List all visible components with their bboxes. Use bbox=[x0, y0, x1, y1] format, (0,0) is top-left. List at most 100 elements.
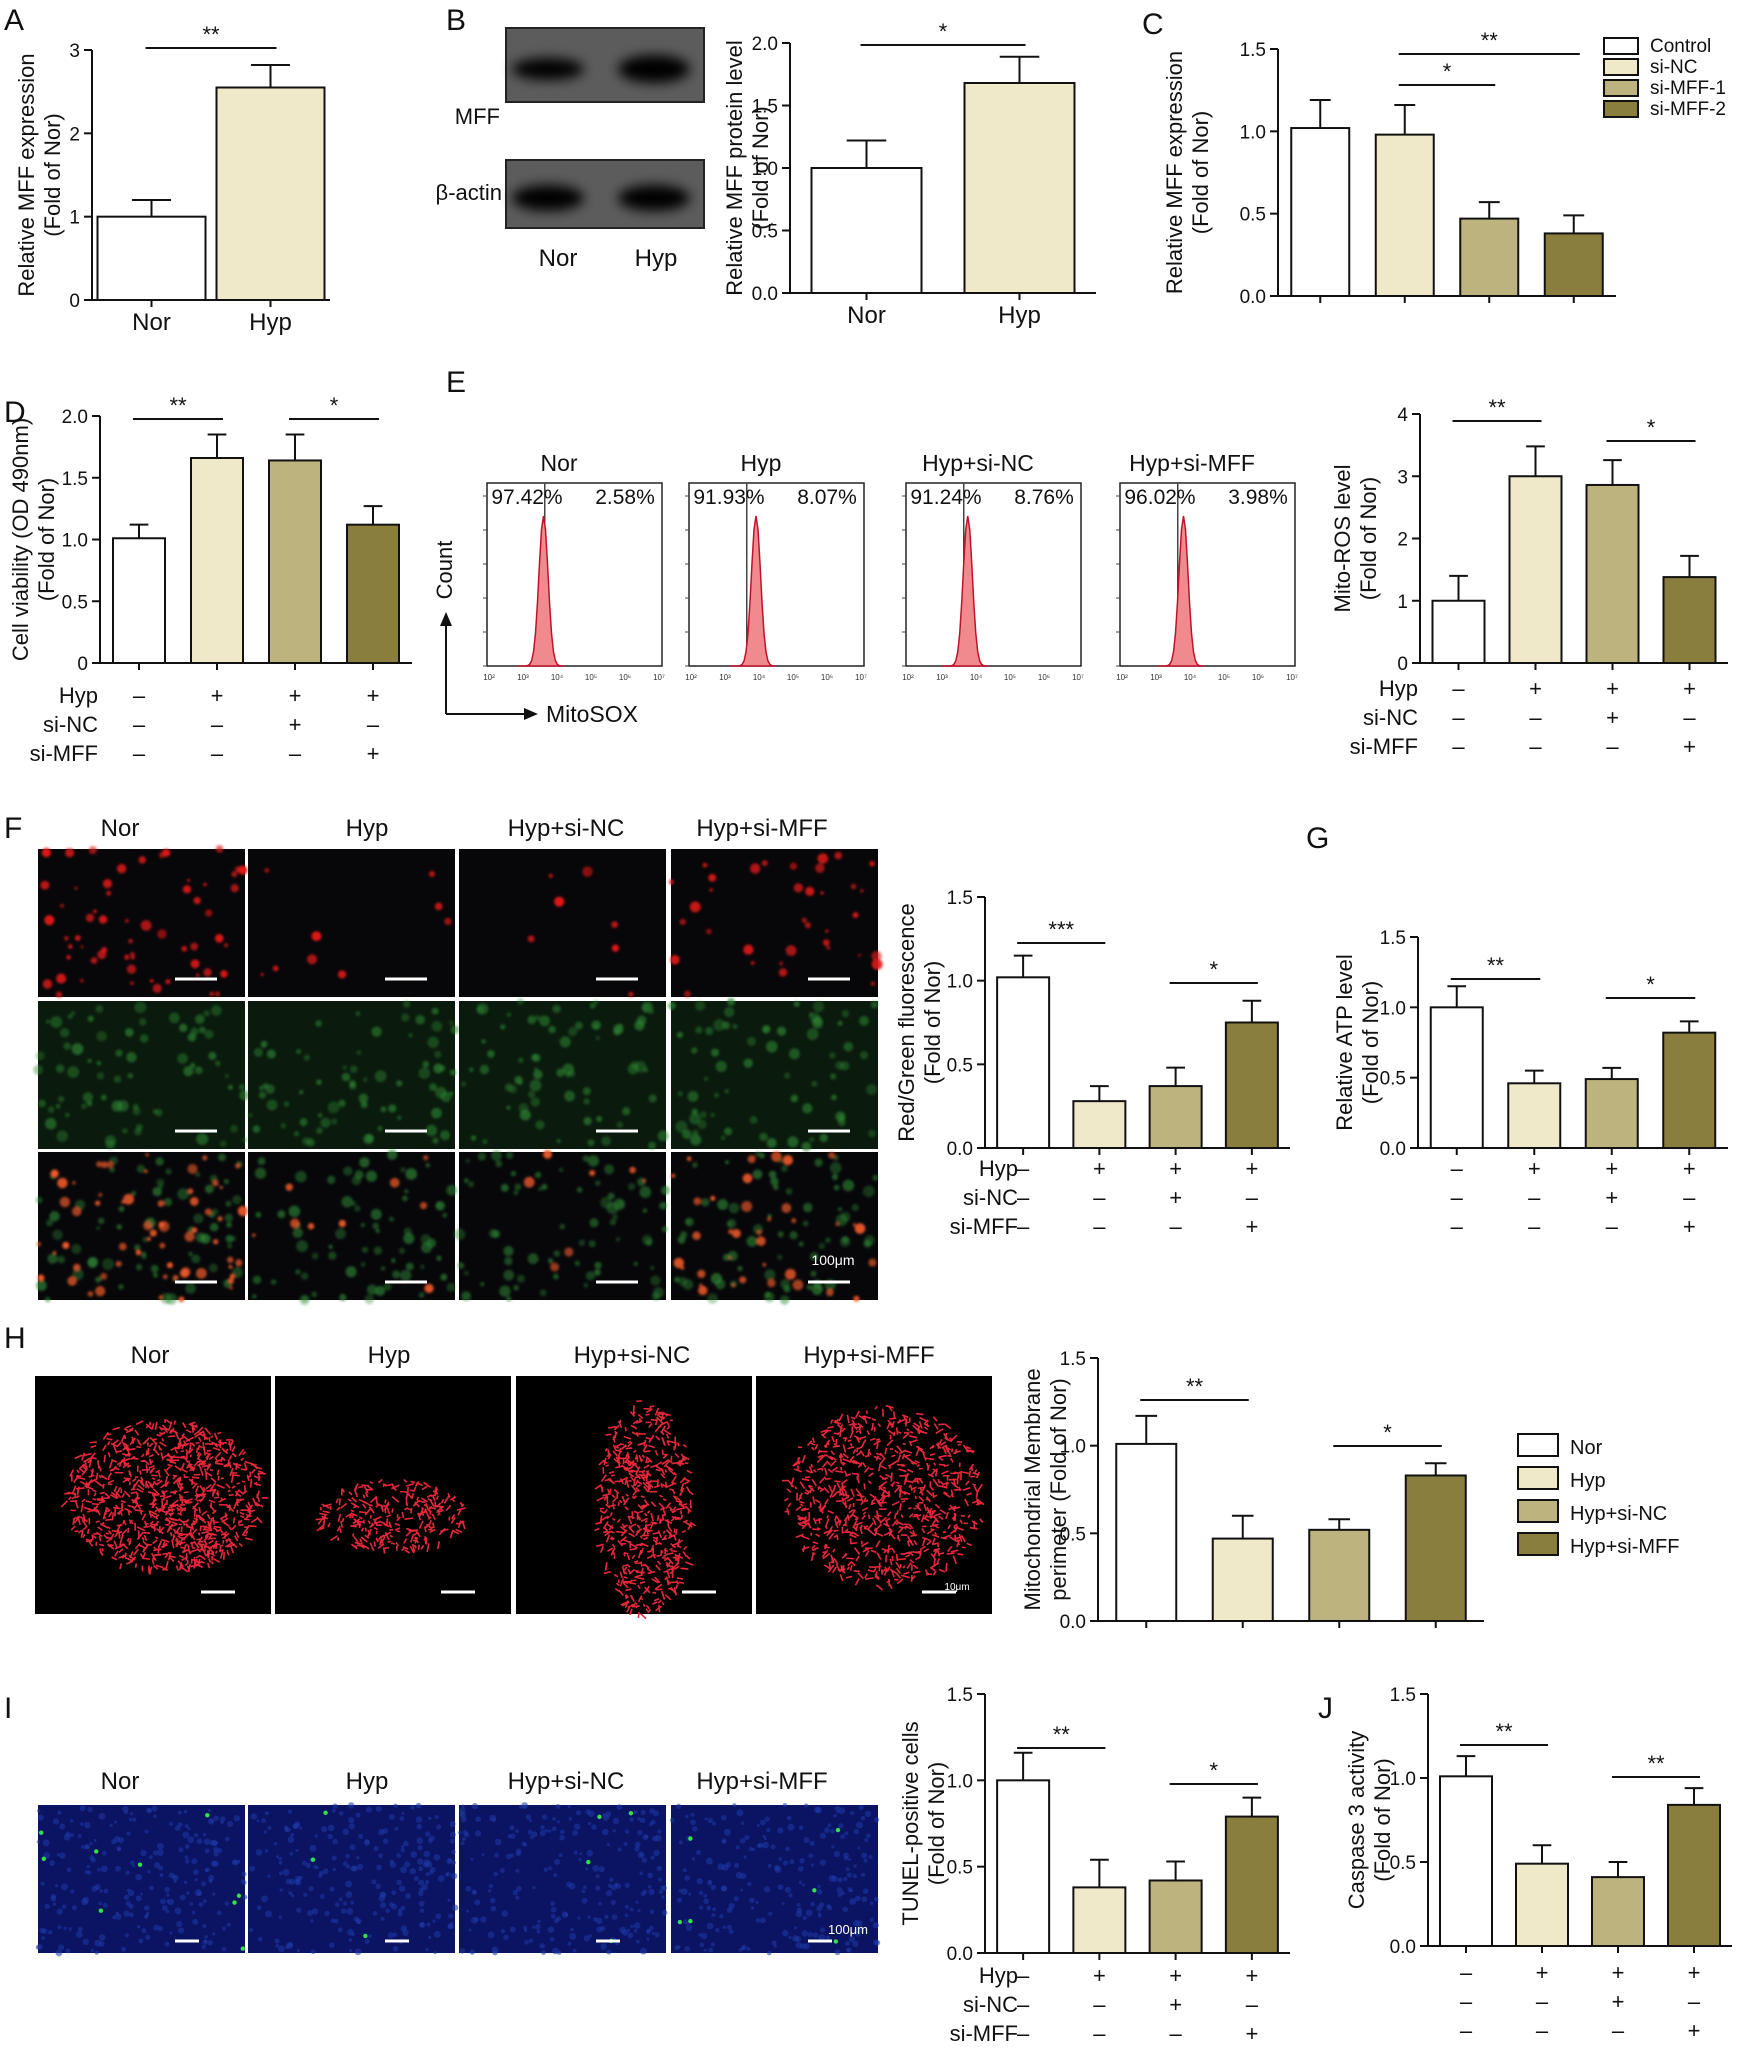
y-axis-label: Cell viability (OD 490nm) (Fold of Nor) bbox=[8, 418, 59, 661]
micrograph-signal bbox=[457, 1802, 668, 1956]
category-label: Hyp bbox=[249, 309, 292, 336]
svg-text:(Fold of Nor): (Fold of Nor) bbox=[1188, 111, 1213, 234]
svg-text:Relative MFF expression: Relative MFF expression bbox=[1162, 51, 1187, 294]
micrograph-signal bbox=[260, 868, 452, 979]
legend-swatch bbox=[1517, 1499, 1559, 1523]
y-axis-label: Caspase 3 activity (Fold of Nor) bbox=[1344, 1731, 1395, 1910]
condition-mark: + bbox=[1683, 676, 1696, 701]
y-tick-label: 0.0 bbox=[1380, 1139, 1406, 1160]
bar-hyp bbox=[190, 456, 244, 664]
image-column-title: Hyp+si-MFF bbox=[696, 815, 827, 842]
y-tick-label: 0.5 bbox=[1060, 1524, 1086, 1545]
condition-mark: – bbox=[1093, 1214, 1106, 1239]
y-tick-label: 0 bbox=[69, 291, 80, 312]
y-tick-label: 1.5 bbox=[1390, 1685, 1416, 1706]
condition-mark: + bbox=[1529, 676, 1542, 701]
category-label: Hyp bbox=[998, 302, 1041, 329]
y-tick-label: 0 bbox=[1397, 654, 1408, 675]
legend-swatch bbox=[1517, 1433, 1559, 1457]
condition-label-sinc: si-NC bbox=[43, 712, 98, 737]
significance-label: ** bbox=[1487, 953, 1505, 978]
y-axis-label: Relative MFF expression (Fold of Nor) bbox=[14, 53, 65, 296]
condition-mark: – bbox=[289, 741, 302, 766]
condition-mark: – bbox=[1246, 1992, 1259, 2017]
scale-label: 100μm bbox=[828, 1922, 868, 1937]
bar-si-mff-1 bbox=[1459, 217, 1520, 298]
flow-left-percent: 91.93% bbox=[693, 486, 764, 509]
condition-mark: + bbox=[1169, 1156, 1182, 1181]
flow-histogram: Hyp+si-MFF 96.02% 3.98% 10² 10³ 10⁴ 10⁵ 10⁶ 10⁷ bbox=[1116, 450, 1298, 682]
condition-table: – + + + – – + – – – – + bbox=[1451, 1156, 1697, 1239]
bar-hyp-si-mff bbox=[1662, 576, 1717, 664]
condition-mark: – bbox=[133, 712, 146, 737]
micrograph-tile bbox=[457, 1802, 668, 1956]
bar-hyp bbox=[1211, 1537, 1274, 1623]
y-tick-label: 0.0 bbox=[1390, 1937, 1416, 1958]
micrograph-tile bbox=[756, 1376, 992, 1614]
svg-text:(Fold of Nor): (Fold of Nor) bbox=[1358, 981, 1383, 1104]
condition-mark: – bbox=[1683, 705, 1696, 730]
condition-mark: – bbox=[1528, 1214, 1541, 1239]
legend-label: Hyp+si-MFF bbox=[1570, 1536, 1679, 1558]
blot-lane-label: Nor bbox=[539, 245, 578, 272]
condition-mark: + bbox=[1169, 1963, 1182, 1988]
image-column-title: Hyp bbox=[346, 1768, 389, 1795]
western-blot: MFF β-actin Nor Hyp bbox=[436, 27, 705, 272]
flow-y-arrowhead bbox=[440, 612, 452, 626]
condition-mark: – bbox=[1093, 1992, 1106, 2017]
panel-letter-c: C bbox=[1142, 8, 1164, 41]
significance-label: * bbox=[1383, 1420, 1392, 1445]
flow-right-percent: 8.07% bbox=[797, 486, 857, 509]
legend-label: Nor bbox=[1570, 1437, 1603, 1459]
bar-nor bbox=[1439, 1775, 1493, 1947]
svg-text:Relative ATP level: Relative ATP level bbox=[1332, 954, 1357, 1131]
flow-x-tick: 10³ bbox=[936, 673, 948, 682]
flow-x-tick: 10³ bbox=[1150, 673, 1162, 682]
condition-mark: – bbox=[1451, 1156, 1464, 1181]
bar-hyp-si-mff bbox=[346, 523, 400, 664]
condition-mark: – bbox=[1017, 1992, 1030, 2017]
condition-mark: – bbox=[211, 741, 224, 766]
flow-x-tick: 10⁷ bbox=[1286, 673, 1298, 682]
condition-label-sinc: si-NC bbox=[1363, 705, 1418, 730]
micrograph-tile bbox=[453, 1149, 670, 1302]
micrograph-background bbox=[459, 849, 666, 997]
y-tick-label: 4 bbox=[1397, 405, 1408, 426]
chart-j: 0.0 0.5 1.0 1.5 ** ** Caspase 3 activity (Fold … bbox=[1344, 1685, 1732, 1958]
chart-a: 0 1 2 3 ** Relative MFF expression (Fold of No… bbox=[14, 22, 330, 336]
micrograph-background bbox=[275, 1376, 511, 1614]
y-tick-label: 1.5 bbox=[947, 888, 973, 909]
svg-text:Relative MFF expression: Relative MFF expression bbox=[14, 53, 39, 296]
condition-mark: – bbox=[1606, 734, 1619, 759]
significance-label: * bbox=[1443, 59, 1452, 84]
y-tick-label: 1.0 bbox=[752, 159, 778, 180]
y-tick-label: 1.0 bbox=[1380, 998, 1406, 1019]
condition-mark: + bbox=[1683, 1214, 1696, 1239]
y-tick-label: 0.5 bbox=[62, 592, 88, 613]
condition-mark: – bbox=[1017, 1963, 1030, 1988]
blot-band bbox=[618, 185, 690, 211]
y-tick-label: 1.0 bbox=[62, 531, 88, 552]
flow-x-tick: 10⁶ bbox=[1252, 673, 1264, 682]
bar-nor bbox=[996, 1779, 1051, 1955]
micrograph-signal bbox=[249, 1802, 459, 1956]
micrograph-tile bbox=[669, 1803, 881, 1956]
micrograph-signal bbox=[60, 1419, 269, 1575]
chart-c: 0.00.51.01.5***Relative MFF expression (F… bbox=[1162, 28, 1616, 308]
condition-mark: – bbox=[1529, 734, 1542, 759]
flow-group-title: Hyp+si-MFF bbox=[1129, 450, 1255, 476]
condition-mark: – bbox=[1246, 1185, 1259, 1210]
flow-x-tick: 10⁷ bbox=[855, 673, 867, 682]
micrograph-tile bbox=[248, 1802, 459, 1956]
y-tick-label: 1.5 bbox=[752, 97, 778, 118]
image-column-title: Hyp+si-NC bbox=[508, 815, 625, 842]
bar-hyp-si-mff bbox=[1662, 1031, 1717, 1149]
condition-mark: – bbox=[1170, 1214, 1183, 1239]
flow-plot-frame bbox=[688, 482, 865, 667]
condition-mark: – bbox=[1536, 1989, 1549, 2014]
mitochondria-micrograph-row: Nor Hyp Hyp+si-NC Hyp+si-MFF 10μm bbox=[35, 1342, 992, 1620]
flow-histogram: Nor 97.42% 2.58% 10² 10³ 10⁴ 10⁵ 10⁶ 10⁷ bbox=[483, 450, 665, 682]
jc1-micrograph-grid: Nor Hyp Hyp+si-NC Hyp+si-MFF 100μm bbox=[33, 815, 883, 1305]
svg-text:Relative MFF protein level: Relative MFF protein level bbox=[722, 40, 747, 296]
